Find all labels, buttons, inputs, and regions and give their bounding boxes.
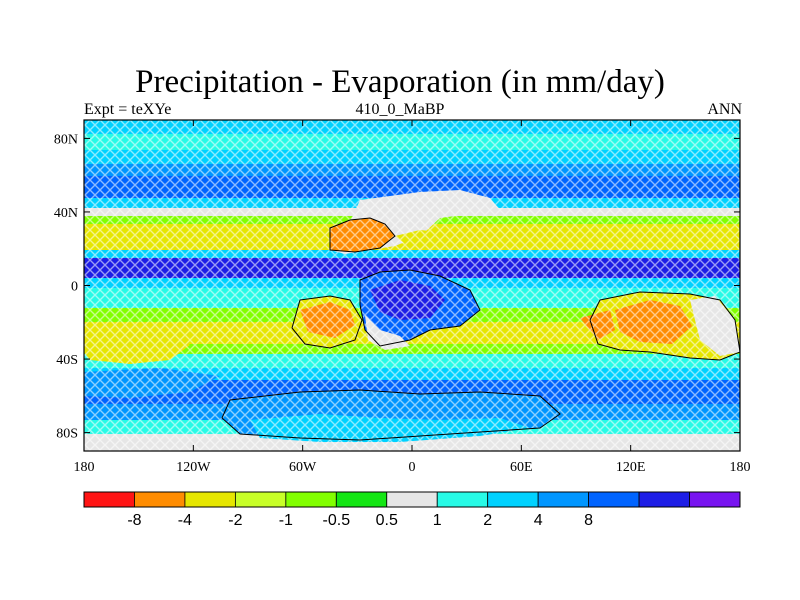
colorbar-box xyxy=(184,491,236,508)
lon-tick-label: 60E xyxy=(510,460,533,475)
lon-tick-label: 180 xyxy=(730,460,751,475)
longitude-axis: 180 120W 60W 0 60E 120E 180 xyxy=(74,120,751,475)
lon-tick-label: 60W xyxy=(289,460,317,475)
lat-tick-label: 40S xyxy=(56,353,78,368)
colorbar-frame xyxy=(83,491,741,508)
colorbar-box xyxy=(285,491,337,508)
lon-tick-label: 0 xyxy=(409,460,416,475)
colorbar-box xyxy=(689,491,741,508)
colorbar-label: -2 xyxy=(228,512,242,529)
lat-tick-label: 0 xyxy=(71,280,78,295)
subtitle-left: Expt = teXYe xyxy=(84,101,172,118)
colorbar-box xyxy=(537,491,590,508)
colorbar-label: 8 xyxy=(584,512,593,529)
colorbar-box xyxy=(335,491,388,508)
colorbar-label: -4 xyxy=(178,512,192,529)
colorbar-label: 2 xyxy=(483,512,492,529)
lat-tick-label: 80N xyxy=(54,132,78,147)
lon-tick-label: 120W xyxy=(176,460,211,475)
lat-tick-label: 40N xyxy=(54,206,78,221)
map-field xyxy=(84,120,740,451)
lon-tick-label: 180 xyxy=(74,460,95,475)
colorbar-box xyxy=(588,491,640,508)
colorbar-label: -1 xyxy=(279,512,293,529)
colorbar-box xyxy=(436,491,489,508)
colorbar-box xyxy=(134,491,186,508)
latitude-axis: 80N 40N 0 40S 80S xyxy=(54,132,740,442)
colorbar: -8 -4 -2 -1 -0.5 0.5 1 2 4 8 xyxy=(83,491,741,529)
colorbar-box xyxy=(83,491,135,508)
colorbar-box xyxy=(487,491,539,508)
subtitle-right: ANN xyxy=(707,101,742,118)
colorbar-box xyxy=(638,491,690,508)
colorbar-label: 1 xyxy=(433,512,442,529)
lat-tick-label: 80S xyxy=(56,427,78,442)
colorbar-label: -0.5 xyxy=(323,512,351,529)
colorbar-label: 0.5 xyxy=(376,512,398,529)
plot-title: Precipitation - Evaporation (in mm/day) xyxy=(135,64,665,100)
colorbar-box xyxy=(234,491,287,508)
colorbar-label: 4 xyxy=(534,512,543,529)
lon-tick-label: 120E xyxy=(616,460,646,475)
subtitle-center: 410_0_MaBP xyxy=(355,101,445,118)
colorbar-box xyxy=(386,491,438,508)
colorbar-label: -8 xyxy=(127,512,141,529)
